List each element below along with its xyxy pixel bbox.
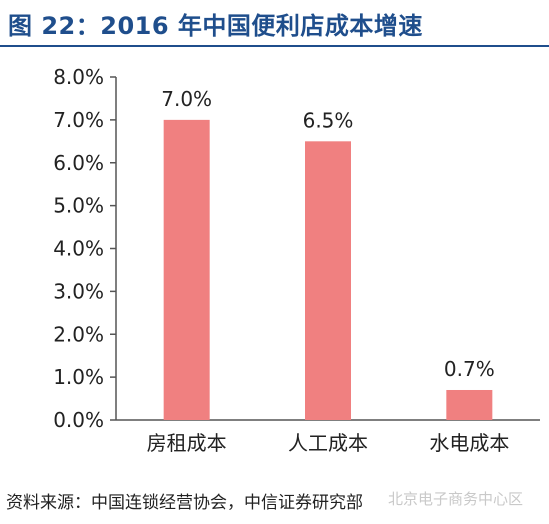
y-tick-label: 5.0% [53,194,104,218]
x-tick-label: 水电成本 [429,431,509,455]
chart-title: 图 22：2016 年中国便利店成本增速 [8,12,423,40]
source-note: 资料来源：中国连锁经营协会，中信证券研究部 [6,493,363,513]
data-label: 6.5% [303,108,354,132]
y-tick-label: 3.0% [53,279,104,303]
y-tick-label: 2.0% [53,322,104,346]
y-tick-label: 7.0% [53,108,104,132]
bar [163,119,210,420]
title-divider [0,45,549,47]
bar [305,141,351,420]
y-tick-label: 4.0% [53,237,104,261]
data-label: 0.7% [444,357,495,381]
watermark-text: 北京电子商务中心区 [388,490,524,508]
y-tick-label: 1.0% [53,365,104,389]
x-tick-label: 人工成本 [288,431,368,455]
bar [446,389,493,420]
x-tick-label: 房租成本 [147,431,227,455]
y-tick-label: 8.0% [53,65,104,89]
y-tick-label: 0.0% [53,408,104,432]
data-label: 7.0% [161,87,212,111]
y-tick-label: 6.0% [53,151,104,175]
